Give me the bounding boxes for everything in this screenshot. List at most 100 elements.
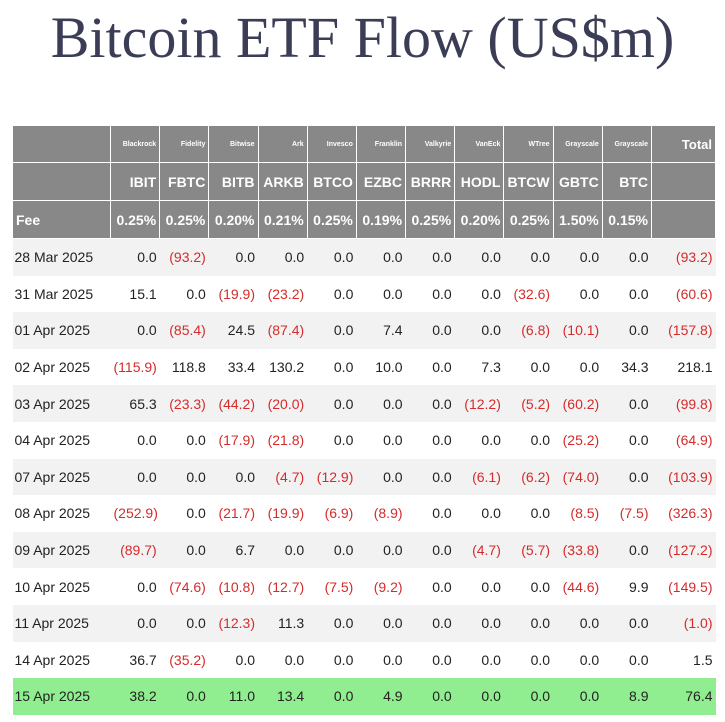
fee-value: 0.25% [109,200,161,239]
flow-cell: 0.0 [602,312,652,349]
date-cell: 09 Apr 2025 [12,531,111,569]
flow-cell: (4.7) [258,458,308,496]
total-cell: (1.0) [651,604,716,642]
flow-cell: (7.5) [307,568,357,605]
fee-value: 0.21% [257,200,308,239]
issuer-header: Grayscale [552,125,603,163]
flow-cell: 0.0 [602,238,652,276]
ticker-header: FBTC [159,162,210,201]
flow-cell: 0.0 [356,238,406,276]
flow-cell: (44.6) [553,568,603,605]
date-cell: 10 Apr 2025 [12,568,111,605]
flow-cell: 65.3 [110,385,160,422]
flow-cell: 0.0 [503,568,554,605]
table-row: 01 Apr 2025 0.0 (85.4) 24.5 (87.4) 0.0 7.4 0.0 0… [12,312,716,349]
issuer-header: Ark [257,125,308,163]
fee-value: 0.20% [208,200,259,239]
flow-cell: 0.0 [258,531,308,569]
flow-cell: 0.0 [356,531,406,569]
flow-cell: 0.0 [454,238,504,276]
flow-cell: (17.9) [208,421,259,459]
flow-cell: 0.0 [405,531,455,569]
flow-cell: 0.0 [159,421,209,459]
flow-cell: 0.0 [454,604,504,642]
fee-value: 0.25% [405,200,456,239]
flow-cell: 11.0 [208,678,259,715]
flow-cell: (33.8) [553,531,603,569]
flow-cell: 0.0 [602,641,652,679]
flow-cell: 9.9 [602,568,652,605]
flow-cell: 0.0 [602,604,652,642]
flow-cell: (115.9) [110,348,160,386]
flow-cell: 130.2 [258,348,308,386]
flow-cell: 0.0 [405,641,455,679]
flow-cell: 0.0 [258,238,308,276]
flow-cell: (74.0) [553,458,603,496]
header-corner-cell [12,125,111,163]
flow-cell: 0.0 [159,275,209,313]
table-row: 28 Mar 2025 0.0 (93.2) 0.0 0.0 0.0 0.0 0.0 0.0 0.… [12,238,716,276]
date-cell: 07 Apr 2025 [12,458,111,496]
table-row: 02 Apr 2025 (115.9) 118.8 33.4 130.2 0.0 10.0 0… [12,348,716,386]
flow-cell: 0.0 [405,495,455,532]
flow-cell: 0.0 [307,531,357,569]
flow-cell: 0.0 [553,604,603,642]
flow-cell: 0.0 [602,458,652,496]
flow-cell: 0.0 [454,678,504,715]
date-cell: 03 Apr 2025 [12,385,111,422]
table-row: 14 Apr 2025 36.7 (35.2) 0.0 0.0 0.0 0.0 0.0 0.0 0… [12,641,716,679]
flow-cell: 0.0 [356,641,406,679]
flow-cell: (25.2) [553,421,603,459]
flow-cell: 0.0 [503,641,554,679]
ticker-header: GBTC [552,162,603,201]
flow-cell: 4.9 [356,678,406,715]
fee-value: 0.25% [159,200,210,239]
flow-cell: (21.8) [258,421,308,459]
page-title: Bitcoin ETF Flow (US$m) [50,5,675,70]
flow-cell: (32.6) [503,275,554,313]
flow-cell: 0.0 [356,385,406,422]
flow-cell: 0.0 [208,641,259,679]
fee-label: Fee [12,200,111,239]
flow-cell: 0.0 [454,568,504,605]
ticker-header: HODL [454,162,505,201]
issuer-header: Fidelity [159,125,210,163]
issuer-header: Invesco [306,125,357,163]
flow-cell: 0.0 [208,458,259,496]
flow-cell: 0.0 [356,604,406,642]
flow-cell: (9.2) [356,568,406,605]
flow-cell: 0.0 [454,421,504,459]
flow-cell: (5.2) [503,385,554,422]
total-cell: (93.2) [651,238,716,276]
flow-cell: (6.8) [503,312,554,349]
flow-cell: 0.0 [503,604,554,642]
flow-cell: 38.2 [110,678,160,715]
date-cell: 01 Apr 2025 [12,312,111,349]
flow-cell: (12.3) [208,604,259,642]
flow-cell: 0.0 [159,604,209,642]
flow-cell: 0.0 [159,458,209,496]
fee-value: 0.20% [454,200,505,239]
flow-cell: 0.0 [307,641,357,679]
ticker-header: BTCW [503,162,554,201]
flow-cell: 0.0 [159,678,209,715]
total-cell: (64.9) [651,421,716,459]
fee-header-row: Fee 0.25% 0.25% 0.20% 0.21% 0.25% 0.19% … [12,200,716,239]
flow-cell: 0.0 [307,385,357,422]
issuer-header: Bitwise [208,125,259,163]
flow-cell: 0.0 [405,458,455,496]
date-cell: 28 Mar 2025 [12,238,111,276]
table-row: 03 Apr 2025 65.3 (23.3) (44.2) (20.0) 0.0 0.0 0… [12,385,716,422]
flow-cell: 0.0 [307,348,357,386]
total-cell: (149.5) [651,568,716,605]
ticker-header: EZBC [355,162,407,201]
flow-cell: 0.0 [405,348,455,386]
flow-cell: 0.0 [307,238,357,276]
issuer-header: WTree [503,125,554,163]
flow-cell: 0.0 [307,312,357,349]
flow-cell: 0.0 [405,604,455,642]
flow-cell: 0.0 [110,312,160,349]
flow-cell: (60.2) [553,385,603,422]
flow-cell: (23.3) [159,385,209,422]
flow-cell: 0.0 [553,275,603,313]
